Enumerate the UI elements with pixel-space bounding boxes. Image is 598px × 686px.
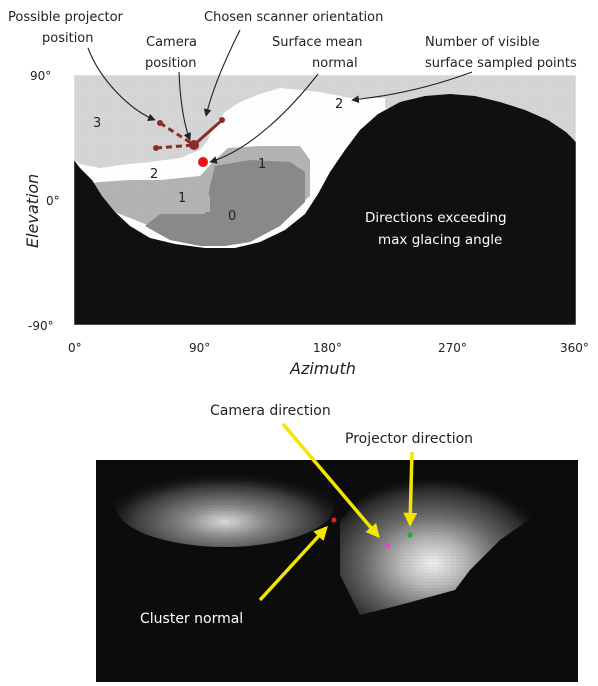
y-axis-label: Elevation bbox=[23, 174, 42, 248]
arrow-projector-direction bbox=[403, 451, 418, 527]
ann-projector-line2: position bbox=[42, 31, 94, 46]
arrow-projector bbox=[87, 47, 156, 121]
camera-position-dot bbox=[189, 140, 199, 150]
y-tick-0: 0° bbox=[46, 194, 60, 208]
x-tick-90: 90° bbox=[189, 341, 210, 355]
ann-visible-line2: surface sampled points bbox=[425, 56, 577, 71]
arrow-visible bbox=[351, 71, 473, 104]
ann-projector-line1: Possible projector bbox=[8, 10, 124, 25]
ann-visible-line1: Number of visible bbox=[425, 35, 540, 50]
projector-position-dot-c bbox=[219, 117, 225, 123]
cluster-normal-dot bbox=[331, 517, 337, 523]
surface-mean-normal-dot bbox=[198, 157, 208, 167]
count-label-center-left: 1 bbox=[178, 191, 186, 206]
scanner-markers bbox=[153, 117, 225, 167]
x-tick-180: 180° bbox=[313, 341, 342, 355]
x-tick-360: 360° bbox=[560, 341, 589, 355]
label-projector-direction: Projector direction bbox=[345, 431, 473, 447]
ann-normal-line2: normal bbox=[312, 56, 358, 71]
ann-normal-line1: Surface mean bbox=[272, 35, 363, 50]
y-tick-neg90: -90° bbox=[28, 319, 54, 333]
projector-position-dot-b bbox=[153, 145, 159, 151]
ann-scanner: Chosen scanner orientation bbox=[204, 10, 383, 25]
score-map: Camera direction Projector direction Clu… bbox=[96, 403, 578, 682]
count-label-bottom-center: 0 bbox=[228, 209, 236, 224]
x-tick-270: 270° bbox=[438, 341, 467, 355]
y-tick-90: 90° bbox=[30, 69, 51, 83]
label-cluster-normal: Cluster normal bbox=[140, 611, 243, 627]
ann-camera-line2: position bbox=[145, 56, 197, 71]
ann-camera-line1: Camera bbox=[146, 35, 197, 50]
x-axis-label: Azimuth bbox=[289, 359, 356, 378]
count-label-upper-left: 3 bbox=[93, 116, 101, 131]
x-tick-0: 0° bbox=[68, 341, 82, 355]
arrow-cluster-normal bbox=[258, 525, 328, 602]
count-label-center-right: 1 bbox=[258, 157, 266, 172]
arrow-camera bbox=[178, 71, 192, 141]
arrow-normal bbox=[209, 73, 319, 164]
arrow-scanner bbox=[203, 29, 241, 117]
exceed-label-line1: Directions exceeding bbox=[365, 210, 507, 226]
count-label-right-bump: 2 bbox=[335, 97, 343, 112]
visibility-map: 90° 0° -90° 0° 90° 180° 270° 360° Azimut… bbox=[8, 10, 589, 378]
camera-direction-dot bbox=[385, 542, 391, 548]
projector-position-dot-a bbox=[157, 120, 163, 126]
exceed-label-line2: max glacing angle bbox=[378, 232, 502, 248]
label-camera-direction: Camera direction bbox=[210, 403, 331, 419]
projector-direction-dot bbox=[407, 532, 413, 538]
count-label-left-mid: 2 bbox=[150, 167, 158, 182]
arrow-camera-direction bbox=[281, 422, 380, 539]
